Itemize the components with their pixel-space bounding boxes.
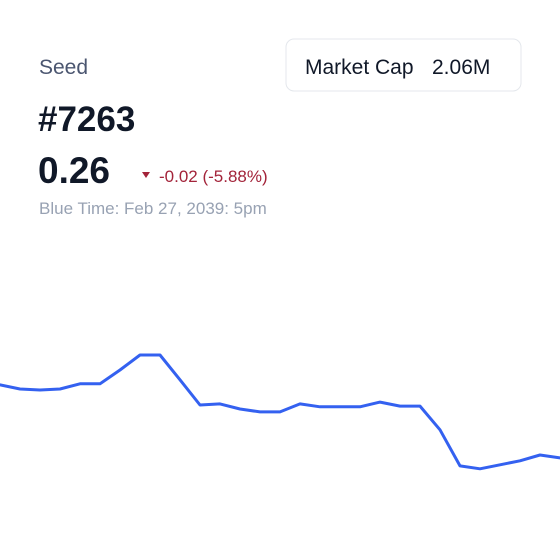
market-cap-button[interactable] bbox=[285, 38, 522, 92]
market-cap-label: Market Cap bbox=[305, 56, 414, 79]
asset-name: Seed bbox=[39, 56, 88, 79]
market-cap-value: 2.06M bbox=[432, 56, 490, 79]
price: 0.26 bbox=[38, 150, 110, 191]
timestamp: Blue Time: Feb 27, 2039: 5pm bbox=[39, 199, 267, 218]
asset-id: #7263 bbox=[38, 100, 135, 139]
price-line bbox=[0, 353, 560, 471]
down-arrow bbox=[142, 172, 150, 178]
price-change: -0.02 (-5.88%) bbox=[159, 167, 268, 186]
